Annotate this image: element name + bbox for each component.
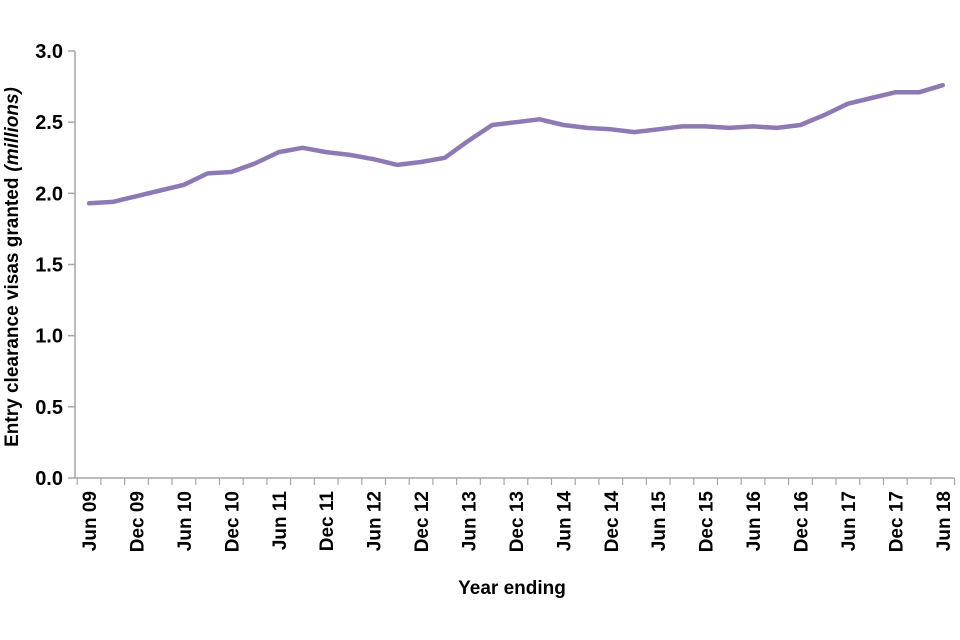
x-tick-label: Dec 17	[886, 491, 907, 552]
x-axis: Jun 09 Dec 09 Jun 10 Dec 10 Jun 11 Dec 11 Jun …	[75, 477, 956, 553]
x-tick-label: Dec 12	[412, 491, 433, 552]
x-tick-label: Jun 12	[365, 491, 386, 551]
x-tick-label: Jun 17	[839, 491, 860, 551]
y-tick-label: 0.5	[35, 397, 63, 419]
x-tick-label: Dec 10	[222, 491, 243, 552]
y-axis: 0.0 0.5 1.0 1.5 2.0 2.5 3.0	[35, 41, 76, 490]
x-tick-label: Dec 11	[317, 491, 338, 552]
x-tick-label: Jun 15	[649, 491, 670, 552]
x-tick-label: Jun 14	[554, 491, 575, 552]
y-tick-label: 3.0	[35, 41, 63, 63]
y-axis-title-unit: (millions)	[2, 87, 23, 171]
x-tick-label: Dec 13	[507, 491, 528, 552]
y-axis-title-main: Entry clearance visas granted	[2, 178, 23, 447]
x-tick-label: Jun 10	[175, 491, 196, 551]
x-tick-label: Jun 18	[934, 491, 955, 551]
x-tick-label: Jun 13	[459, 491, 480, 551]
y-axis-title: Entry clearance visas granted (millions)	[2, 87, 23, 447]
x-axis-title: Year ending	[458, 578, 566, 599]
y-tick-label: 1.0	[35, 326, 63, 348]
x-tick-label: Jun 16	[744, 491, 765, 551]
y-tick-label: 0.0	[35, 468, 63, 490]
x-tick-label: Dec 09	[127, 491, 148, 552]
x-tick-label: Jun 09	[80, 491, 101, 551]
y-tick-label: 2.5	[35, 112, 63, 134]
data-series	[86, 82, 946, 206]
y-tick-label: 2.0	[35, 183, 63, 205]
x-tick-label: Dec 16	[791, 491, 812, 552]
visas-granted-line	[86, 82, 946, 206]
y-tick-label: 1.5	[35, 255, 63, 277]
x-tick-label: Dec 15	[697, 491, 718, 553]
x-tick-label: Dec 14	[602, 491, 623, 553]
x-tick-label: Jun 11	[270, 491, 291, 551]
